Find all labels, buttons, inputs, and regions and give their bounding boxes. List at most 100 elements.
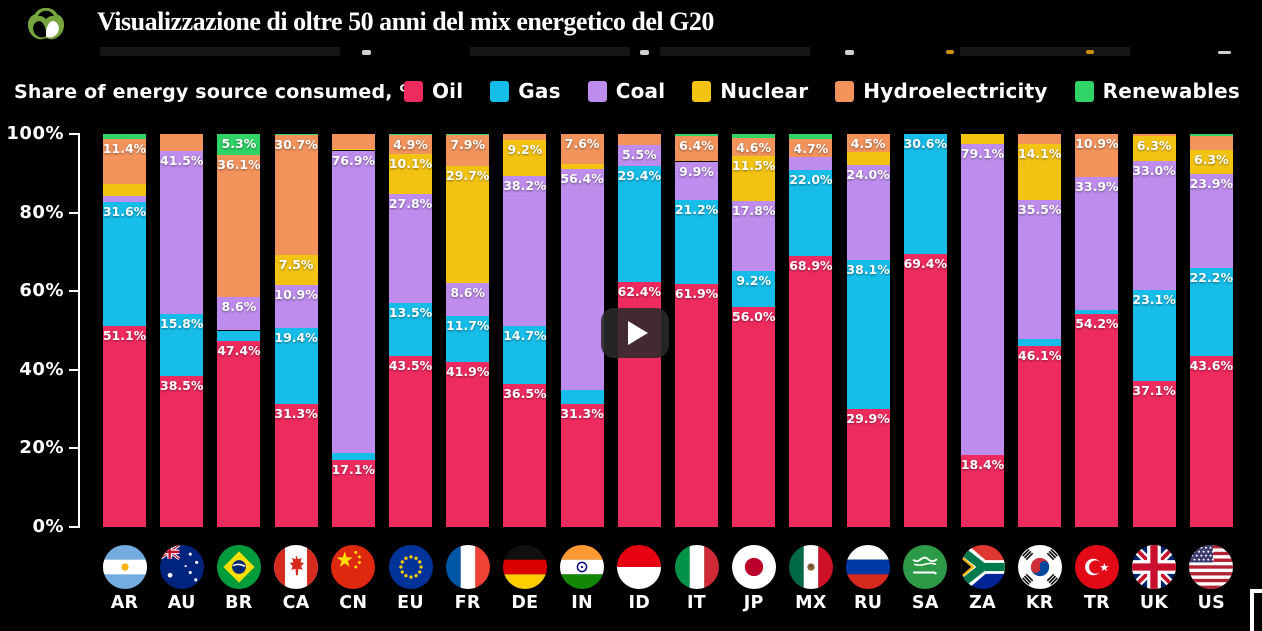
- segment-coal: [103, 196, 146, 202]
- segment-gas: [103, 201, 146, 327]
- flag-TR: [1074, 545, 1119, 589]
- segment-gas: [675, 200, 718, 284]
- segment-value-label: 9.2%: [736, 272, 772, 288]
- segment-value-label: 38.2%: [503, 177, 547, 193]
- segment-renewables: [789, 134, 833, 139]
- de-flag-icon: [502, 545, 547, 589]
- segment-value-label: 6.3%: [1193, 151, 1229, 167]
- segment-value-label: 43.5%: [388, 358, 433, 374]
- bar-JP: 56.0% 9.2% 17.8% 11.5% 4.6%: [732, 134, 775, 527]
- play-button[interactable]: [601, 308, 669, 358]
- segment-coal: [1018, 199, 1062, 340]
- id-flag-icon: [617, 545, 662, 589]
- segment-gas: [903, 134, 947, 255]
- legend-label: Renewables: [1102, 79, 1240, 103]
- country-label-JP: JP: [743, 593, 764, 613]
- legend-label: Oil: [431, 79, 464, 103]
- legend-item-hydroelectricity: Hydroelectricity: [835, 79, 1047, 103]
- segment-value-label: 11.7%: [446, 318, 490, 334]
- segment-hydroelectricity: [1189, 135, 1233, 150]
- segment-oil: [846, 409, 890, 527]
- segment-oil: [789, 256, 833, 527]
- segment-nuclear: [846, 151, 890, 166]
- segment-oil: [503, 383, 547, 527]
- segment-value-label: 7.9%: [450, 136, 486, 152]
- segment-hydroelectricity: [675, 136, 718, 162]
- segment-coal: [446, 282, 490, 317]
- flag-KR: [1017, 545, 1062, 589]
- segment-coal: [503, 175, 547, 326]
- segment-coal: [274, 284, 318, 328]
- segment-value-label: 11.4%: [102, 140, 147, 156]
- country-label-CN: CN: [339, 593, 368, 613]
- segment-value-label: 31.3%: [274, 405, 318, 421]
- segment-hydroelectricity: [103, 138, 146, 184]
- bar-IT: 61.9% 21.2% 9.9% 6.4%: [675, 134, 718, 527]
- segment-value-label: 61.9%: [674, 285, 719, 301]
- bottom-right-box: [1250, 589, 1262, 631]
- segment-value-label: 51.1%: [102, 328, 147, 344]
- y-tick-label: 60%: [19, 280, 64, 302]
- bar-TR: 54.2% 33.9% 10.9%: [1075, 134, 1119, 527]
- hydroelectricity-swatch: [835, 80, 855, 102]
- bar-CA: 31.3% 19.4% 10.9% 7.5% 30.7%: [274, 134, 318, 527]
- segment-gas: [617, 166, 661, 282]
- fr-flag-icon: [445, 545, 490, 589]
- sa-flag-icon: [903, 545, 948, 589]
- y-tick-label: 0%: [32, 516, 64, 537]
- segment-coal: [331, 150, 375, 453]
- segment-gas: [846, 259, 890, 410]
- segment-value-label: 22.0%: [789, 171, 833, 187]
- coal-swatch: [587, 80, 607, 102]
- y-tick-label: 40%: [19, 358, 64, 380]
- segment-oil: [1132, 381, 1176, 527]
- segment-value-label: 10.9%: [1075, 136, 1119, 151]
- segment-oil: [675, 283, 718, 527]
- segment-hydroelectricity: [560, 134, 604, 164]
- segment-nuclear: [389, 154, 432, 194]
- segment-hydroelectricity: [789, 138, 833, 158]
- segment-coal: [961, 143, 1004, 455]
- segment-renewables: [217, 134, 261, 155]
- segment-gas: [1189, 268, 1233, 356]
- segment-coal: [789, 157, 833, 170]
- bar-DE: 36.5% 14.7% 38.2% 9.2%: [503, 134, 547, 527]
- country-label-TR: TR: [1083, 593, 1110, 613]
- segment-gas: [217, 330, 261, 341]
- bar-ZA: 18.4% 79.1%: [961, 134, 1004, 527]
- segment-value-label: 79.1%: [960, 145, 1005, 161]
- segment-value-label: 36.5%: [503, 385, 547, 401]
- chart-subtitle: Share of energy source consumed, %: [14, 81, 419, 103]
- segment-value-label: 38.5%: [160, 377, 204, 393]
- segment-coal: [560, 168, 604, 391]
- bar-KR: 46.1% 35.5% 14.1%: [1018, 134, 1061, 527]
- segment-gas: [274, 327, 318, 404]
- segment-value-label: 15.8%: [160, 315, 204, 331]
- play-icon: [627, 321, 648, 345]
- segment-oil: [160, 375, 204, 527]
- country-label-EU: EU: [397, 593, 424, 613]
- site-logo[interactable]: [27, 5, 65, 43]
- ru-flag-icon: [846, 545, 891, 589]
- segment-nuclear: [446, 165, 490, 283]
- segment-nuclear: [503, 139, 547, 176]
- flag-IT: [674, 545, 719, 589]
- segment-hydroelectricity: [617, 134, 661, 145]
- segment-nuclear: [331, 148, 375, 151]
- flag-CN: [331, 545, 376, 589]
- legend-item-oil: Oil: [403, 79, 464, 103]
- flag-CA: [274, 545, 319, 589]
- segment-value-label: 9.2%: [507, 141, 543, 157]
- segment-gas: [503, 325, 547, 384]
- segment-oil: [903, 254, 947, 527]
- country-label-IT: IT: [686, 593, 707, 613]
- segment-renewables: [446, 134, 490, 135]
- segment-value-label: 17.1%: [331, 461, 375, 477]
- country-label-BR: BR: [225, 593, 253, 613]
- bar-SA: 69.4% 30.6%: [904, 134, 947, 527]
- segment-hydroelectricity: [160, 134, 204, 151]
- segment-coal: [846, 165, 890, 260]
- flag-SA: [903, 545, 948, 589]
- uk-flag-icon: [1132, 545, 1177, 589]
